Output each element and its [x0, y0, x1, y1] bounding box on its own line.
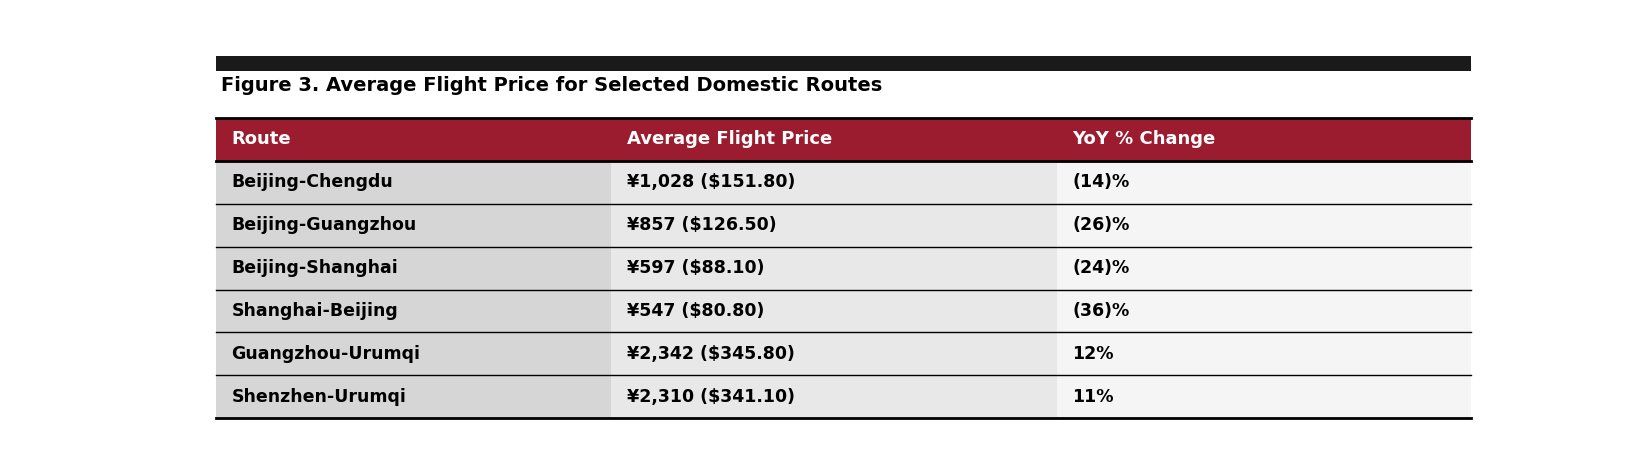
Bar — [216, 161, 611, 418]
Text: ¥597 ($88.10): ¥597 ($88.10) — [627, 259, 764, 277]
Text: (24)%: (24)% — [1072, 259, 1129, 277]
Bar — [1057, 161, 1472, 418]
Text: Beijing-Chengdu: Beijing-Chengdu — [230, 173, 393, 191]
Text: (14)%: (14)% — [1072, 173, 1129, 191]
Text: Figure 3. Average Flight Price for Selected Domestic Routes: Figure 3. Average Flight Price for Selec… — [221, 76, 882, 95]
Text: Beijing-Shanghai: Beijing-Shanghai — [230, 259, 398, 277]
Text: ¥2,342 ($345.80): ¥2,342 ($345.80) — [627, 345, 795, 363]
Text: Guangzhou-Urumqi: Guangzhou-Urumqi — [230, 345, 420, 363]
Text: Average Flight Price: Average Flight Price — [627, 130, 831, 149]
Text: YoY % Change: YoY % Change — [1072, 130, 1215, 149]
Text: Beijing-Guangzhou: Beijing-Guangzhou — [230, 216, 416, 234]
Bar — [216, 56, 1472, 71]
Text: ¥547 ($80.80): ¥547 ($80.80) — [627, 302, 764, 320]
Bar — [611, 161, 1057, 418]
Text: ¥857 ($126.50): ¥857 ($126.50) — [627, 216, 777, 234]
Text: 12%: 12% — [1072, 345, 1114, 363]
Text: 11%: 11% — [1072, 388, 1114, 406]
Text: ¥1,028 ($151.80): ¥1,028 ($151.80) — [627, 173, 795, 191]
Text: (26)%: (26)% — [1072, 216, 1129, 234]
Bar — [216, 118, 1472, 161]
Text: Shenzhen-Urumqi: Shenzhen-Urumqi — [230, 388, 407, 406]
Text: Route: Route — [230, 130, 291, 149]
Text: ¥2,310 ($341.10): ¥2,310 ($341.10) — [627, 388, 795, 406]
Text: Shanghai-Beijing: Shanghai-Beijing — [230, 302, 398, 320]
Text: (36)%: (36)% — [1072, 302, 1129, 320]
